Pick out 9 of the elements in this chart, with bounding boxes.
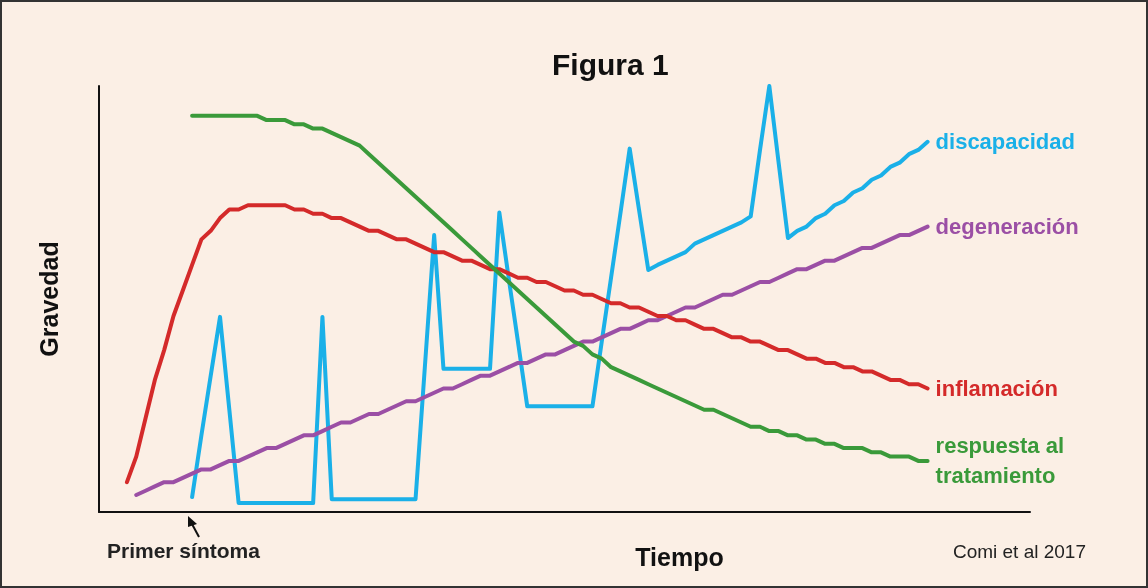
- chart-title: Figura 1: [552, 47, 669, 81]
- series-label: inflamación: [935, 375, 1058, 401]
- text: Primer síntoma: [107, 539, 261, 562]
- text: Comi et al 2017: [952, 541, 1086, 562]
- series-label: respuesta al tratamiento: [935, 433, 1071, 489]
- y-axis-title: Gravedad: [34, 241, 63, 357]
- series-label: discapacidad: [935, 129, 1075, 155]
- x-axis-title: Tiempo: [635, 542, 724, 571]
- series-label: degeneración: [935, 214, 1079, 240]
